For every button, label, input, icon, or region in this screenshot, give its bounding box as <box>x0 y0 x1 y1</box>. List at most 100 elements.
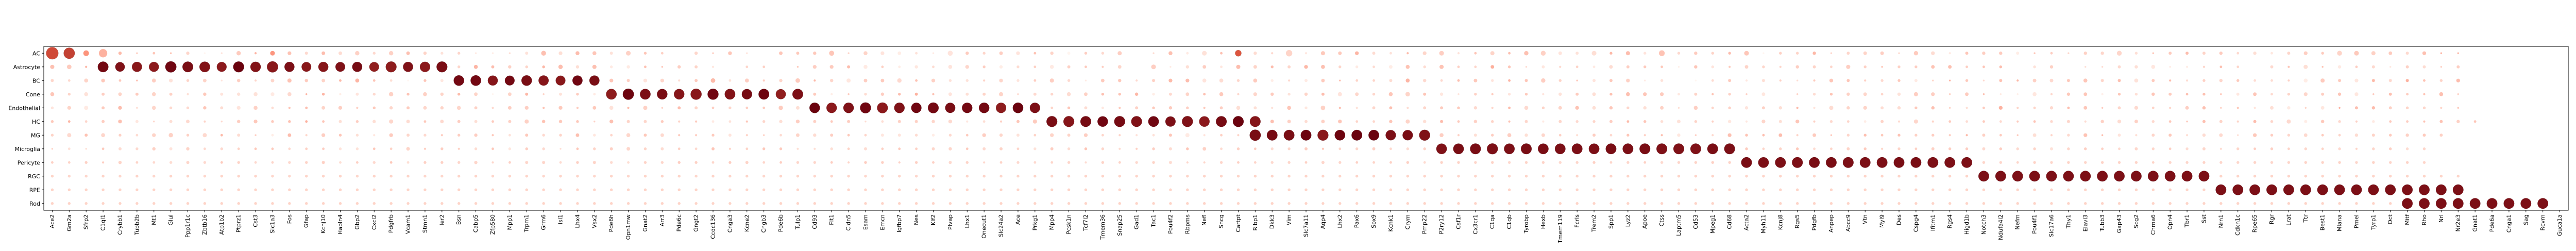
y-tick-label: Endothelial <box>8 105 40 111</box>
dot <box>2117 202 2121 205</box>
dot <box>1270 65 1274 69</box>
dot <box>1541 188 1545 191</box>
dot <box>1830 52 1833 54</box>
dot <box>202 133 207 138</box>
dot <box>843 102 854 113</box>
dot <box>255 134 257 136</box>
dot <box>2287 202 2291 205</box>
dot <box>660 202 664 205</box>
dot <box>1338 51 1342 55</box>
x-tick-label: Kcnj8 <box>1777 214 1784 230</box>
dot <box>1677 107 1680 109</box>
dot <box>389 188 393 191</box>
dot <box>2219 202 2223 205</box>
dot <box>1287 175 1291 178</box>
dot <box>457 52 461 55</box>
dot <box>576 93 579 96</box>
dot <box>643 161 647 164</box>
dot <box>135 92 139 96</box>
dot <box>1050 175 1054 178</box>
dot <box>1033 188 1037 191</box>
dot <box>948 64 953 69</box>
dot <box>2151 106 2155 109</box>
dot <box>1711 93 1714 95</box>
dot <box>1050 147 1054 150</box>
dot <box>1490 65 1495 69</box>
dot <box>1588 143 1600 155</box>
dot <box>1165 116 1176 127</box>
dot <box>1406 107 1409 109</box>
dot <box>1625 51 1630 56</box>
dot <box>1168 147 1172 150</box>
dot <box>576 202 579 205</box>
dot <box>1846 64 1851 69</box>
dot <box>1236 106 1241 110</box>
dot <box>1136 147 1138 150</box>
dot <box>1439 133 1444 138</box>
dot <box>84 106 89 110</box>
dot <box>168 133 173 138</box>
dot <box>1287 147 1291 150</box>
dot <box>1914 175 1918 178</box>
dot <box>1846 175 1850 178</box>
dot <box>677 202 681 205</box>
dot <box>1423 161 1426 164</box>
x-tick-label: Cartpt <box>1235 214 1242 232</box>
dot <box>440 161 444 164</box>
dot <box>1118 202 1121 205</box>
dot <box>1711 120 1714 123</box>
dot <box>2253 79 2257 82</box>
dot <box>863 51 868 56</box>
dot <box>1439 92 1444 96</box>
dot <box>1271 107 1274 109</box>
dot <box>1745 120 1748 123</box>
dot <box>1558 133 1562 137</box>
dot <box>1864 79 1867 82</box>
dot <box>965 188 969 191</box>
dot <box>474 120 478 123</box>
dot <box>1016 147 1020 150</box>
dot <box>2435 198 2447 209</box>
dot <box>593 188 596 191</box>
dot <box>1266 129 1278 141</box>
dot <box>1978 171 1989 182</box>
dot <box>1152 175 1155 178</box>
dot <box>182 61 194 73</box>
dot <box>1948 107 1951 109</box>
dot <box>1355 188 1359 191</box>
y-tick-label: Pericyte <box>18 159 40 166</box>
x-tick-label: Grm6 <box>540 214 547 230</box>
dot <box>338 175 342 178</box>
dot <box>796 188 800 191</box>
dot <box>2287 65 2290 68</box>
dot <box>728 51 732 55</box>
dot <box>508 133 511 137</box>
dot <box>931 78 936 82</box>
dot <box>1473 106 1478 110</box>
dot <box>1440 202 1443 205</box>
dot <box>898 161 901 164</box>
dot <box>203 202 207 205</box>
dot <box>1554 143 1566 155</box>
dot <box>2236 52 2240 55</box>
dot <box>1406 175 1410 178</box>
dot <box>236 106 241 110</box>
dot <box>135 120 139 123</box>
dot <box>1711 161 1714 164</box>
dot <box>2046 171 2057 182</box>
dot <box>1542 120 1545 123</box>
dot <box>1762 188 1765 191</box>
dot <box>2067 161 2070 164</box>
dot <box>1033 147 1037 150</box>
dot <box>525 161 529 164</box>
dot <box>50 64 55 69</box>
dot <box>779 147 783 150</box>
dot <box>221 52 223 54</box>
dot <box>796 66 799 68</box>
dot <box>1170 66 1172 68</box>
dot <box>1135 175 1138 178</box>
dot <box>101 202 105 205</box>
dot <box>542 133 545 137</box>
dot <box>1118 161 1121 164</box>
dot <box>796 147 799 150</box>
